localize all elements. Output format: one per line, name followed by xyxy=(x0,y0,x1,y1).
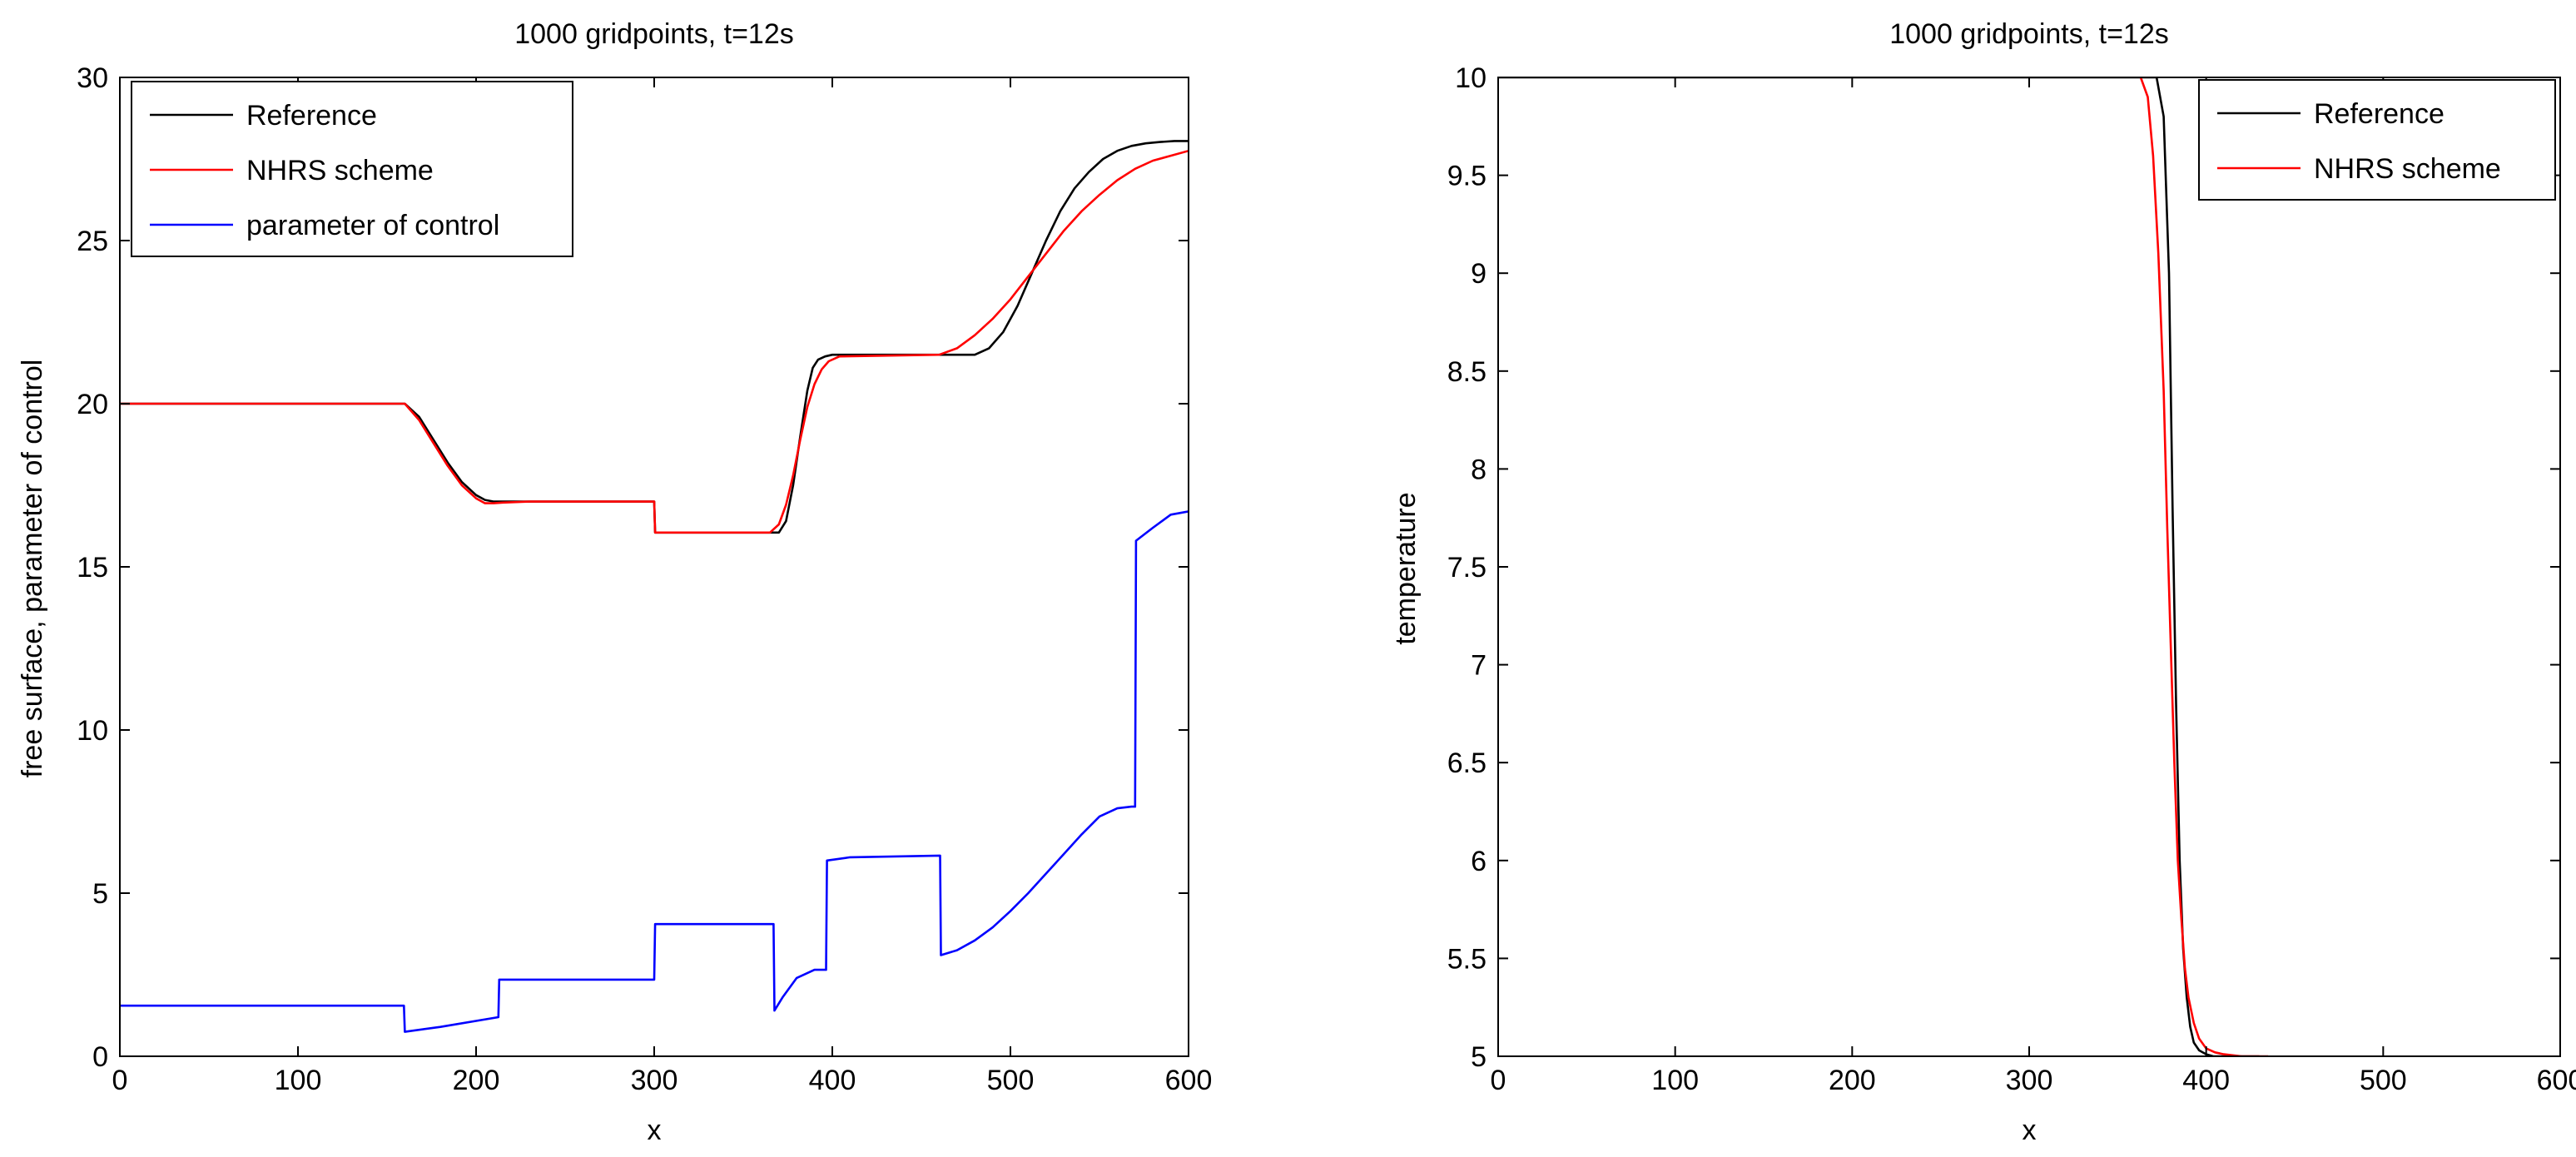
x-axis-label: x xyxy=(2023,1115,2037,1146)
y-tick-label: 8.5 xyxy=(1447,356,1487,388)
chart-title: 1000 gridpoints, t=12s xyxy=(1889,18,2169,50)
legend-box xyxy=(2198,79,2556,201)
y-tick-label: 5 xyxy=(1471,1041,1487,1073)
x-tick-label: 600 xyxy=(1165,1065,1213,1096)
y-tick-label: 20 xyxy=(77,389,108,420)
chart-panel-1: 0 100 200 300 400 500 600 0 5 10 15 20 25 30 1000 grid… xyxy=(17,18,1212,1146)
x-tick-label: 200 xyxy=(453,1065,500,1096)
x-tick-label: 300 xyxy=(2006,1065,2053,1096)
y-tick-label: 5 xyxy=(92,878,108,910)
x-tick-label: 0 xyxy=(112,1065,128,1096)
y-tick-label: 25 xyxy=(77,226,108,257)
x-tick-label: 400 xyxy=(2182,1065,2230,1096)
legend-label: Reference xyxy=(2314,98,2444,130)
x-tick-label: 400 xyxy=(809,1065,856,1096)
legend: Reference NHRS scheme xyxy=(2198,79,2556,201)
chart-title: 1000 gridpoints, t=12s xyxy=(514,18,794,50)
series-line-nhrs-scheme xyxy=(2139,77,2269,1056)
legend-label: NHRS scheme xyxy=(246,155,434,186)
x-tick-label: 100 xyxy=(1651,1065,1699,1096)
legend-label: NHRS scheme xyxy=(2314,153,2501,185)
legend-box xyxy=(131,81,573,257)
plot-area xyxy=(1498,77,2560,1056)
x-tick-label: 0 xyxy=(1491,1065,1506,1096)
y-tick-label: 6 xyxy=(1471,846,1487,877)
y-tick-label: 10 xyxy=(77,715,108,747)
y-tick-label: 15 xyxy=(77,552,108,583)
y-tick-label: 0 xyxy=(92,1041,108,1073)
chart-panel-2: 0 100 200 300 400 500 600 5 5.5 6 6.5 7 7.5 8 8.5 9 9.5 1… xyxy=(1390,18,2576,1146)
y-tick-label: 9.5 xyxy=(1447,161,1487,192)
y-tick-label: 10 xyxy=(1455,62,1487,94)
x-axis-label: x xyxy=(648,1115,662,1146)
x-tick-label: 500 xyxy=(2360,1065,2407,1096)
x-tick-label: 600 xyxy=(2537,1065,2576,1096)
series-line-reference xyxy=(120,140,1189,534)
legend: Reference NHRS scheme parameter of control xyxy=(131,81,573,257)
y-axis-label: temperature xyxy=(1390,492,1422,644)
y-tick-label: 8 xyxy=(1471,454,1487,485)
y-tick-label: 6.5 xyxy=(1447,747,1487,779)
legend-label: parameter of control xyxy=(246,210,499,241)
y-tick-label: 7.5 xyxy=(1447,552,1487,583)
series-line-parameter-of-control xyxy=(120,510,1189,1033)
y-axis-label: free surface, parameter of control xyxy=(17,360,48,778)
y-tick-label: 7 xyxy=(1471,650,1487,682)
y-tick-label: 5.5 xyxy=(1447,943,1487,975)
x-tick-label: 500 xyxy=(987,1065,1035,1096)
x-tick-label: 300 xyxy=(631,1065,678,1096)
series-line-nhrs-scheme xyxy=(120,149,1189,534)
y-tick-label: 30 xyxy=(77,62,108,94)
x-tick-label: 100 xyxy=(275,1065,322,1096)
x-tick-label: 200 xyxy=(1829,1065,1876,1096)
legend-label: Reference xyxy=(246,100,377,132)
y-tick-label: 9 xyxy=(1471,258,1487,290)
